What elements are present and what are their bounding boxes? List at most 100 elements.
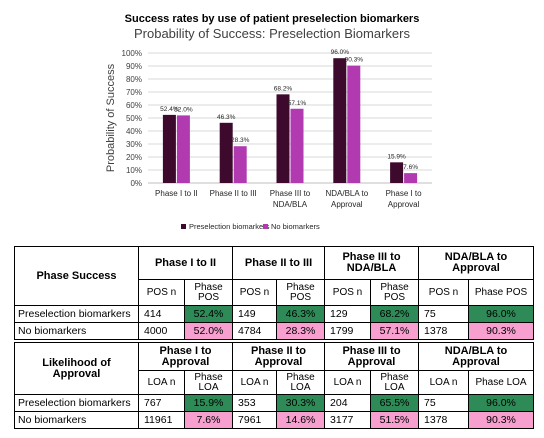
row-header: Likelihood of Approval [14,342,139,395]
legend-swatch [263,224,268,229]
data-label: 7.6% [403,164,418,171]
cell-n: 414 [138,305,185,323]
chart-subtitle: Probability of Success: Preselection Bio… [134,26,411,41]
sub-header-pos: Phase POS [370,279,420,306]
sub-header-n: LOA n [232,370,278,395]
bar [290,108,304,183]
bar [162,114,176,183]
cell-loa: 90.3% [468,411,535,429]
sub-header-pos: Phase POS [276,279,326,306]
sub-header-n: POS n [138,279,185,306]
cell-pos: 52.0% [183,322,234,340]
bar [276,94,290,183]
group-header: Phase II to Approval [232,342,326,371]
group-header: Phase I to Approval [137,342,234,371]
cell-loa: 51.5% [370,411,420,429]
x-tick-label: Approval [388,200,420,209]
cell-n: 11961 [138,411,185,429]
y-tick-label: 70% [126,88,142,97]
y-tick-label: 80% [126,75,142,84]
y-tick-label: 100% [122,49,142,58]
x-tick-label: Phase III to [270,189,311,198]
y-tick-label: 0% [130,179,142,188]
x-tick-label: Phase I to II [155,189,198,198]
cell-pos: 90.3% [468,322,535,340]
cell-n: 149 [232,305,278,323]
sub-header-loa: Phase LOA [468,370,535,395]
sub-header-loa: Phase LOA [183,370,234,395]
cell-pos: 96.0% [468,305,535,323]
y-tick-label: 30% [126,140,142,149]
y-axis-label: Probability of Success [105,63,117,172]
cell-n: 3177 [324,411,372,429]
group-header: Phase I to II [137,246,234,280]
table-row: No biomarkers 11961 7.6% 7961 14.6% 3177… [14,411,535,429]
gridlines [148,52,432,184]
legend-label: No biomarkers [271,222,320,231]
y-tick-label: 40% [126,127,142,136]
row-label: Preselection biomarkers [14,394,139,412]
bar [233,146,247,183]
legend: Preselection biomarkers No biomarkers [181,222,320,231]
x-tick-label: Phase II to III [210,189,257,198]
bar [390,162,404,183]
cell-pos: 68.2% [370,305,420,323]
data-label: 68.2% [274,85,293,92]
group-header: NDA/BLA to Approval [418,342,535,371]
data-label: 46.3% [217,114,236,121]
data-label: 52.4% [160,106,179,113]
sub-header-n: LOA n [418,370,470,395]
bar-chart: Success rates by use of patient preselec… [105,13,432,231]
cell-loa: 30.3% [276,394,326,412]
x-tick-label: NDA/BLA [273,200,308,209]
sub-header-pos: Phase POS [183,279,234,306]
cell-loa: 14.6% [276,411,326,429]
y-tick-label: 60% [126,101,142,110]
cell-n: 129 [324,305,372,323]
cell-n: 75 [418,394,470,412]
data-label: 90.3% [345,57,364,64]
y-tick-labels: 0% 10% 20% 30% 40% 50% 60% 70% 80% 90% 100% [122,49,142,188]
bars: 52.4%52.0% 46.3% 28.3% 68.2% 57.1% 96.0%90.3%… [160,49,418,184]
sub-header-n: POS n [324,279,372,306]
cell-loa: 7.6% [183,411,234,429]
bar [404,173,418,183]
cell-n: 75 [418,305,470,323]
bar [333,58,347,184]
bar [347,65,361,183]
cell-n: 1378 [418,322,470,340]
x-tick-label: NDA/BLA to [325,189,368,198]
group-header: Phase III to NDA/BLA [324,246,420,280]
row-header: Phase Success [14,246,139,306]
cell-n: 1799 [324,322,372,340]
table-row: Preselection biomarkers 414 52.4% 149 46… [14,305,535,323]
likelihood-of-approval-table: Likelihood of Approval Phase I to Approv… [14,342,535,429]
cell-n: 204 [324,394,372,412]
phase-success-table: Phase Success Phase I to II Phase II to … [14,246,535,340]
legend-swatch [181,224,186,229]
cell-n: 353 [232,394,278,412]
data-label: 96.0% [331,49,350,56]
x-tick-labels: Phase I to II Phase II to III Phase III to… [155,189,422,209]
group-header: Phase II to III [232,246,326,280]
row-label: Preselection biomarkers [14,305,139,323]
data-label: 15.9% [387,153,406,160]
y-tick-label: 10% [126,166,142,175]
legend-label: Preselection biomarkers [189,222,270,231]
row-label: No biomarkers [14,322,139,340]
cell-n: 767 [138,394,185,412]
x-tick-label: Approval [331,200,363,209]
data-label: 52.0% [174,106,193,113]
cell-n: 1378 [418,411,470,429]
cell-pos: 57.1% [370,322,420,340]
sub-header-n: LOA n [138,370,185,395]
sub-header-n: POS n [418,279,470,306]
cell-loa: 96.0% [468,394,535,412]
table-row: No biomarkers 4000 52.0% 4784 28.3% 1799… [14,322,535,340]
bar [176,115,190,183]
sub-header-n: LOA n [324,370,372,395]
y-tick-label: 20% [126,153,142,162]
table-row: Preselection biomarkers 767 15.9% 353 30… [14,394,535,412]
data-label: 57.1% [288,100,307,107]
group-header: NDA/BLA to Approval [418,246,535,280]
